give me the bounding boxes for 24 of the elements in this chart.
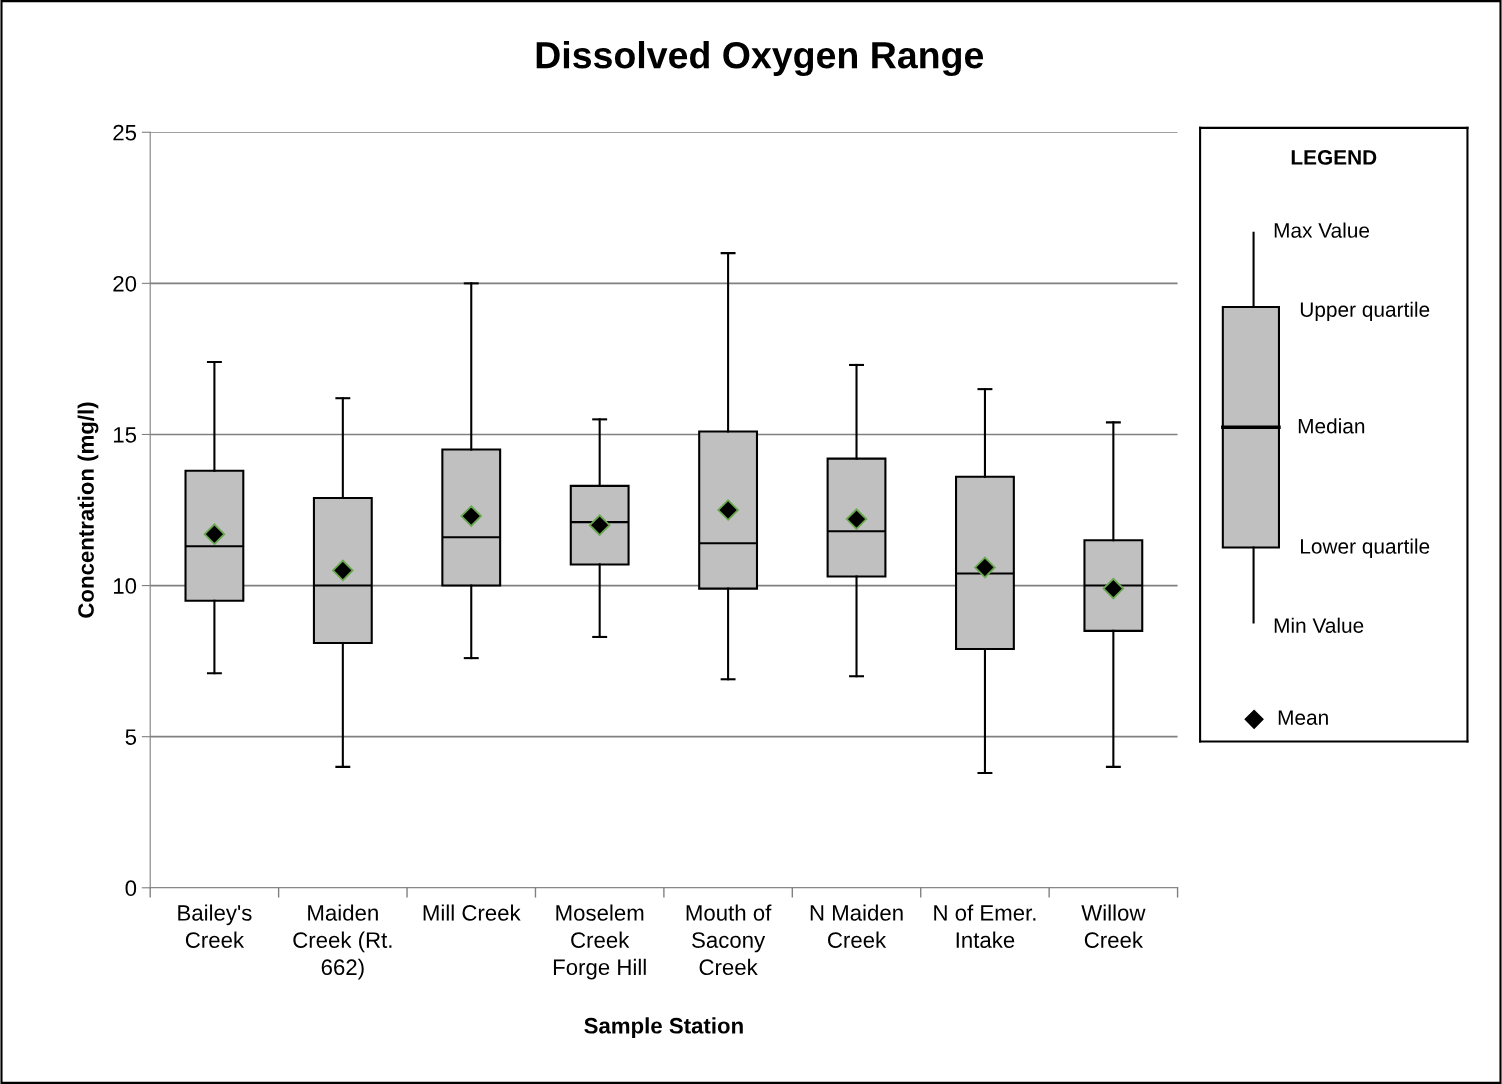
y-tick-label: 0 — [125, 880, 137, 897]
x-tick-label: Mill Creek — [423, 904, 521, 921]
text: Max Value — [1274, 222, 1370, 238]
y-tick-label: 15 — [113, 427, 137, 443]
x-tick-label: N Maiden Creek — [810, 904, 903, 948]
x-tick-label: Mouth of Sacony Creek — [686, 904, 772, 976]
text: Upper quartile — [1300, 301, 1430, 322]
x-tick-label: N of Emer. Intake — [934, 904, 1036, 948]
x-tick-label: Bailey's Creek — [178, 904, 252, 948]
y-tick-label: 25 — [113, 124, 137, 141]
chart-title: Dissolved Oxygen Range — [536, 40, 984, 77]
y-tick-label: 10 — [113, 578, 137, 594]
text: Min Value — [1274, 617, 1364, 633]
y-tick-label: 20 — [113, 275, 137, 292]
text: LEGEND — [1291, 150, 1377, 165]
x-axis-title: Sample Station — [584, 1017, 743, 1038]
text: Mean — [1278, 710, 1328, 725]
text: Median — [1298, 418, 1365, 434]
x-tick-label: Moselem Creek Forge Hill — [553, 904, 646, 980]
x-tick-label: Maiden Creek (Rt. 662) — [293, 904, 392, 980]
x-tick-label: Willow Creek — [1081, 904, 1146, 948]
y-axis-title: Concentration (mg/l) — [77, 402, 99, 618]
text: Lower quartile — [1301, 538, 1430, 558]
y-tick-label: 5 — [125, 729, 137, 745]
